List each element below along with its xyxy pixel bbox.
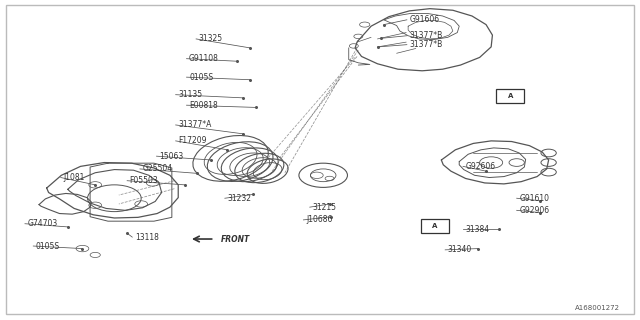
Text: 31340: 31340 [448, 245, 472, 254]
Text: 31377*B: 31377*B [410, 40, 443, 49]
Text: 31377*B: 31377*B [410, 31, 443, 40]
Text: G91610: G91610 [519, 194, 549, 203]
Text: G91606: G91606 [410, 15, 440, 24]
Text: G91108: G91108 [189, 54, 219, 63]
Text: F17209: F17209 [178, 136, 207, 145]
Text: A: A [432, 223, 438, 229]
Text: E00818: E00818 [189, 101, 218, 110]
Text: 31325: 31325 [198, 35, 223, 44]
Text: 31135: 31135 [178, 90, 202, 99]
Text: 13118: 13118 [135, 233, 159, 242]
Text: 31384: 31384 [466, 225, 490, 234]
Text: G92606: G92606 [466, 162, 496, 171]
Text: FRONT: FRONT [221, 235, 250, 244]
Text: 0105S: 0105S [189, 73, 213, 82]
Text: G25504: G25504 [143, 164, 173, 173]
Text: A168001272: A168001272 [575, 305, 620, 311]
Text: A: A [508, 93, 513, 99]
Text: J10686: J10686 [306, 215, 332, 224]
Text: G74703: G74703 [28, 219, 58, 228]
Text: 31377*A: 31377*A [178, 120, 212, 130]
Text: 31215: 31215 [312, 203, 337, 212]
Text: 0105S: 0105S [36, 242, 60, 251]
Text: J1081: J1081 [63, 173, 84, 182]
Text: G92906: G92906 [519, 206, 549, 215]
Text: F05503: F05503 [130, 176, 159, 185]
Text: 31232: 31232 [227, 194, 252, 203]
Text: 15063: 15063 [159, 152, 183, 161]
